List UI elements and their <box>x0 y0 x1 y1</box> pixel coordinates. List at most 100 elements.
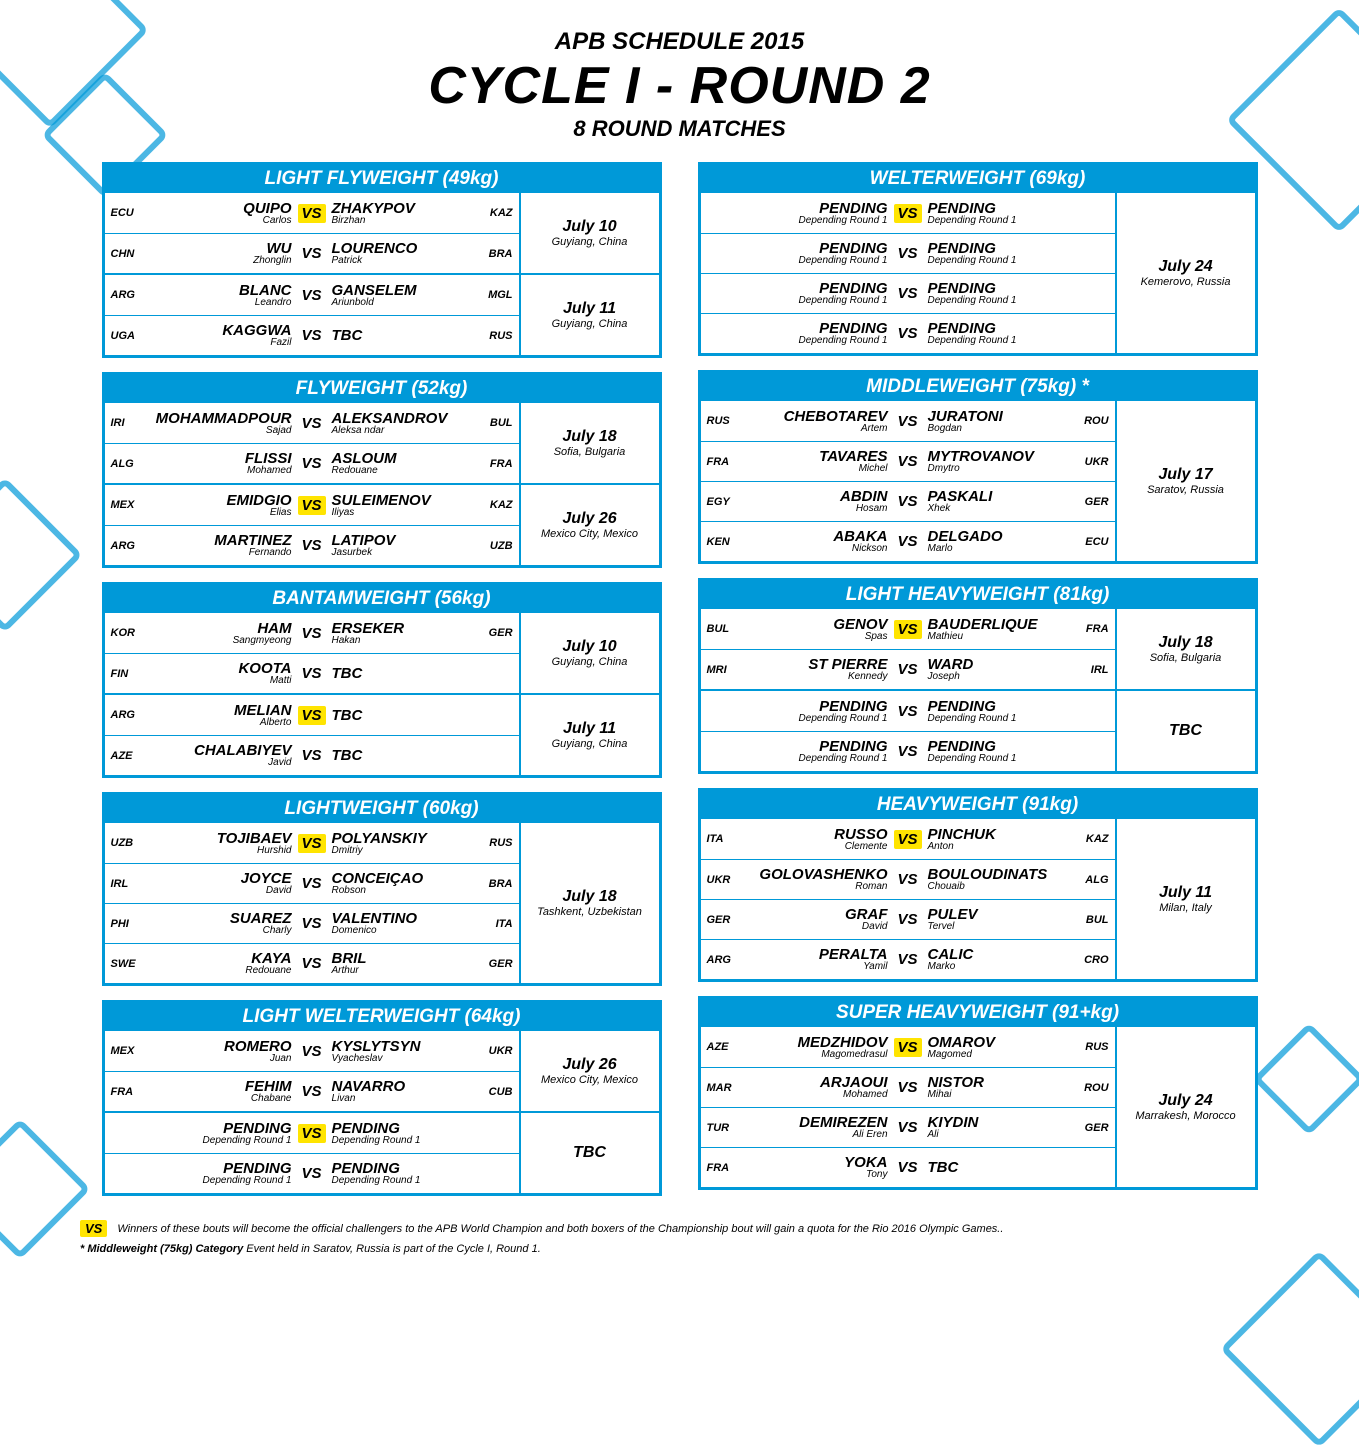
date-cell: July 18Sofia, Bulgaria <box>519 403 659 483</box>
lastname: PENDING <box>332 1161 475 1176</box>
vs-label: VS <box>298 874 326 893</box>
event-date: TBC <box>573 1144 606 1162</box>
event-date: July 18 <box>562 888 616 906</box>
lastname: FEHIM <box>149 1079 292 1094</box>
match-row: FINKOOTAMattiVSTBC <box>105 653 519 693</box>
footnote-vs: VS Winners of these bouts will become th… <box>80 1220 1279 1237</box>
country-right: IRL <box>1071 664 1109 676</box>
firstname: Depending Round 1 <box>745 296 888 306</box>
weight-block: FLYWEIGHT (52kg)IRIMOHAMMADPOURSajadVSAL… <box>102 372 662 568</box>
match-row: MARARJAOUIMohamedVSNISTORMihaiROU <box>701 1067 1115 1107</box>
weight-body: MEXROMEROJuanVSKYSLYTSYNVyacheslavUKRFRA… <box>105 1031 659 1193</box>
match-row: AZEMEDZHIDOVMagomedrasulVSOMAROVMagomedR… <box>701 1027 1115 1067</box>
fighter-right: KIYDINAli <box>922 1115 1071 1140</box>
event-group: AZEMEDZHIDOVMagomedrasulVSOMAROVMagomedR… <box>701 1027 1255 1187</box>
vs-label: VS <box>894 284 922 303</box>
match-row: ARGPERALTAYamilVSCALICMarkoCRO <box>701 939 1115 979</box>
firstname: Carlos <box>149 216 292 226</box>
fighter-left: FLISSIMohamed <box>149 451 298 476</box>
fighter-left: SUAREZCharly <box>149 911 298 936</box>
country-right: ITA <box>475 918 513 930</box>
event-date: July 18 <box>562 428 616 446</box>
firstname: Depending Round 1 <box>745 216 888 226</box>
match-row: PENDINGDepending Round 1VSPENDINGDependi… <box>105 1113 519 1153</box>
firstname: Chabane <box>149 1094 292 1104</box>
country-right: GER <box>475 958 513 970</box>
matches-wrap: ARGMELIANAlbertoVSTBCAZECHALABIYEVJavidV… <box>105 695 519 775</box>
fighter-left: PENDINGDepending Round 1 <box>745 241 894 266</box>
vs-label: VS <box>298 746 326 765</box>
lastname: QUIPO <box>149 201 292 216</box>
matches-wrap: MEXEMIDGIOEliasVSSULEIMENOVIliyasKAZARGM… <box>105 485 519 565</box>
country-right: KAZ <box>1071 833 1109 845</box>
firstname: Charly <box>149 926 292 936</box>
firstname: Artem <box>745 424 888 434</box>
weight-title: WELTERWEIGHT (69kg) <box>701 165 1255 193</box>
weight-block: LIGHT HEAVYWEIGHT (81kg)BULGENOVSpasVSBA… <box>698 578 1258 774</box>
weight-title: HEAVYWEIGHT (91kg) <box>701 791 1255 819</box>
date-cell: July 18Sofia, Bulgaria <box>1115 609 1255 689</box>
country-left: SWE <box>111 958 149 970</box>
lastname: RUSSO <box>745 827 888 842</box>
vs-label: VS <box>298 664 326 683</box>
vs-label: VS <box>894 830 922 849</box>
fighter-right: TBC <box>326 708 475 723</box>
firstname: Marko <box>928 962 1071 972</box>
event-location: Marrakesh, Morocco <box>1135 1110 1235 1122</box>
lastname: PULEV <box>928 907 1071 922</box>
country-right: BRA <box>475 248 513 260</box>
vs-label: VS <box>894 742 922 761</box>
fighter-right: NISTORMihai <box>922 1075 1071 1100</box>
country-right: CUB <box>475 1086 513 1098</box>
vs-label: VS <box>298 204 326 223</box>
fighter-left: ABDINHosam <box>745 489 894 514</box>
lastname: SUAREZ <box>149 911 292 926</box>
lastname: YOKA <box>745 1155 888 1170</box>
lastname: TOJIBAEV <box>149 831 292 846</box>
match-row: UZBTOJIBAEVHurshidVSPOLYANSKIYDmitriyRUS <box>105 823 519 863</box>
fighter-right: TBC <box>326 748 475 763</box>
country-left: MAR <box>707 1082 745 1094</box>
footnote-middleweight: * Middleweight (75kg) Category Event hel… <box>80 1243 1279 1255</box>
date-cell: July 24Kemerovo, Russia <box>1115 193 1255 353</box>
firstname: Depending Round 1 <box>149 1136 292 1146</box>
fighter-left: PENDINGDepending Round 1 <box>745 699 894 724</box>
firstname: Mohamed <box>149 466 292 476</box>
fighter-right: PINCHUKAnton <box>922 827 1071 852</box>
lastname: PENDING <box>745 201 888 216</box>
lastname: TBC <box>928 1160 1071 1175</box>
weight-block: LIGHT WELTERWEIGHT (64kg)MEXROMEROJuanVS… <box>102 1000 662 1196</box>
lastname: FLISSI <box>149 451 292 466</box>
vs-badge-icon: VS <box>80 1220 107 1237</box>
firstname: Alberto <box>149 718 292 728</box>
firstname: Hosam <box>745 504 888 514</box>
country-right: RUS <box>475 330 513 342</box>
fighter-right: PULEVTervel <box>922 907 1071 932</box>
match-row: PENDINGDepending Round 1VSPENDINGDependi… <box>701 731 1115 771</box>
country-left: MEX <box>111 499 149 511</box>
event-location: Saratov, Russia <box>1147 484 1224 496</box>
vs-label: VS <box>894 324 922 343</box>
firstname: Robson <box>332 886 475 896</box>
lastname: ST PIERRE <box>745 657 888 672</box>
match-row: TURDEMIREZENAli ErenVSKIYDINAliGER <box>701 1107 1115 1147</box>
lastname: POLYANSKIY <box>332 831 475 846</box>
fighter-left: RUSSOClemente <box>745 827 894 852</box>
event-group: UZBTOJIBAEVHurshidVSPOLYANSKIYDmitriyRUS… <box>105 823 659 983</box>
country-left: UZB <box>111 837 149 849</box>
weight-body: ITARUSSOClementeVSPINCHUKAntonKAZUKRGOLO… <box>701 819 1255 979</box>
matches-wrap: BULGENOVSpasVSBAUDERLIQUEMathieuFRAMRIST… <box>701 609 1115 689</box>
country-left: UKR <box>707 874 745 886</box>
lastname: ABDIN <box>745 489 888 504</box>
lastname: ARJAOUI <box>745 1075 888 1090</box>
fighter-left: ST PIERREKennedy <box>745 657 894 682</box>
firstname: Vyacheslav <box>332 1054 475 1064</box>
country-left: MEX <box>111 1045 149 1057</box>
country-right: RUS <box>1071 1041 1109 1053</box>
country-left: FRA <box>707 1162 745 1174</box>
match-row: FRAFEHIMChabaneVSNAVARROLivanCUB <box>105 1071 519 1111</box>
event-location: Guyiang, China <box>552 236 628 248</box>
match-row: ECUQUIPOCarlosVSZHAKYPOVBirzhanKAZ <box>105 193 519 233</box>
lastname: PENDING <box>745 241 888 256</box>
fighter-left: WUZhonglin <box>149 241 298 266</box>
